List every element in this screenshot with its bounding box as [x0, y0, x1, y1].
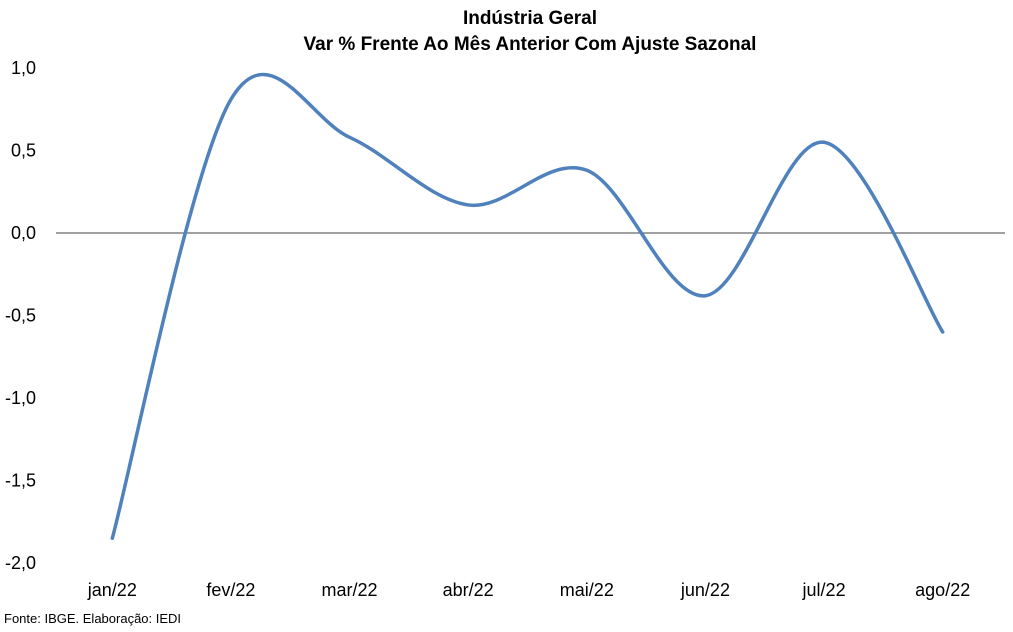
y-tick-label: 1,0: [11, 58, 36, 78]
x-tick-label: fev/22: [206, 580, 255, 600]
x-tick-label: ago/22: [915, 580, 970, 600]
y-tick-label: -2,0: [5, 553, 36, 573]
y-axis-tick-labels: 1,0 0,5 0,0 -0,5 -1,0 -1,5 -2,0: [5, 58, 36, 573]
y-tick-label: -1,0: [5, 388, 36, 408]
chart-subtitle: Var % Frente Ao Mês Anterior Com Ajuste …: [303, 34, 757, 55]
x-tick-label: abr/22: [443, 580, 494, 600]
x-tick-label: mai/22: [560, 580, 614, 600]
x-tick-label: jul/22: [802, 580, 846, 600]
y-tick-label: -0,5: [5, 306, 36, 326]
source-note: Fonte: IBGE. Elaboração: IEDI: [4, 611, 182, 626]
y-tick-label: -1,5: [5, 471, 36, 491]
series-line: [110, 72, 945, 540]
x-tick-label: mar/22: [322, 580, 378, 600]
y-tick-label: 0,5: [11, 141, 36, 161]
chart-title: Indústria Geral: [462, 8, 598, 29]
series-group: [110, 72, 945, 540]
y-tick-label: 0,0: [11, 223, 36, 243]
x-axis-tick-labels: jan/22 fev/22 mar/22 abr/22 mai/22 jun/22 jul/…: [87, 580, 970, 600]
x-tick-label: jan/22: [87, 580, 137, 600]
chart-title-block: Indústria Geral Var % Frente Ao Mês Ante…: [0, 6, 1013, 58]
x-tick-label: jun/22: [680, 580, 730, 600]
